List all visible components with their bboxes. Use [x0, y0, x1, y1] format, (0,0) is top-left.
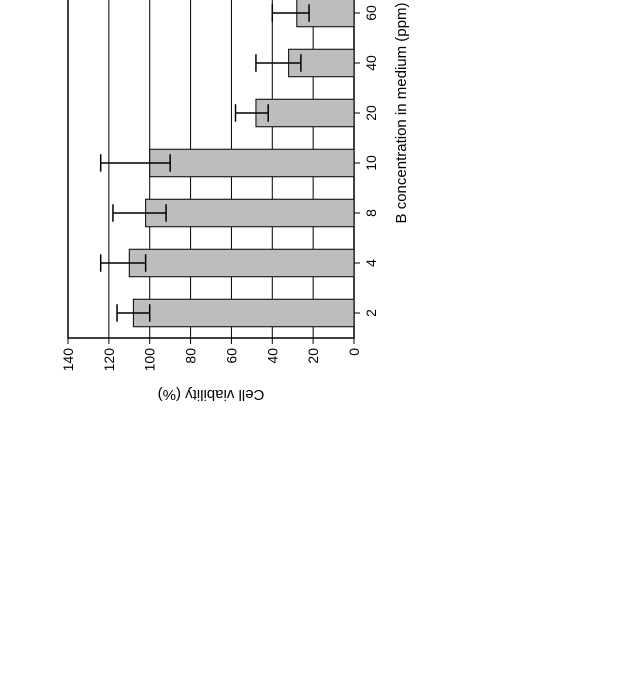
x-axis-label: B concentration in medium (ppm) — [393, 3, 410, 224]
x-tick-label: 10 — [363, 155, 379, 171]
bar — [129, 249, 354, 277]
viability-bar-chart: 0204060801001201402481020406080100Cell v… — [50, 40, 590, 410]
y-tick-label: 40 — [264, 348, 280, 364]
x-tick-label: 4 — [363, 259, 379, 267]
chart-svg: 0204060801001201402481020406080100Cell v… — [50, 0, 420, 410]
y-axis-label: Cell viability (%) — [158, 386, 265, 403]
y-tick-label: 60 — [223, 348, 239, 364]
x-tick-label: 2 — [363, 309, 379, 317]
chart-rotated-container: 0204060801001201402481020406080100Cell v… — [50, 40, 590, 410]
x-tick-label: 8 — [363, 209, 379, 217]
bar — [150, 149, 354, 177]
y-tick-label: 100 — [142, 348, 158, 372]
x-tick-label: 20 — [363, 105, 379, 121]
bar — [133, 299, 354, 327]
y-tick-label: 80 — [183, 348, 199, 364]
y-tick-label: 20 — [305, 348, 321, 364]
x-tick-label: 60 — [363, 5, 379, 21]
y-tick-label: 120 — [101, 348, 117, 372]
y-tick-label: 0 — [346, 348, 362, 356]
bar — [146, 199, 354, 227]
y-tick-label: 140 — [60, 348, 76, 372]
bar — [256, 99, 354, 127]
x-tick-label: 40 — [363, 55, 379, 71]
